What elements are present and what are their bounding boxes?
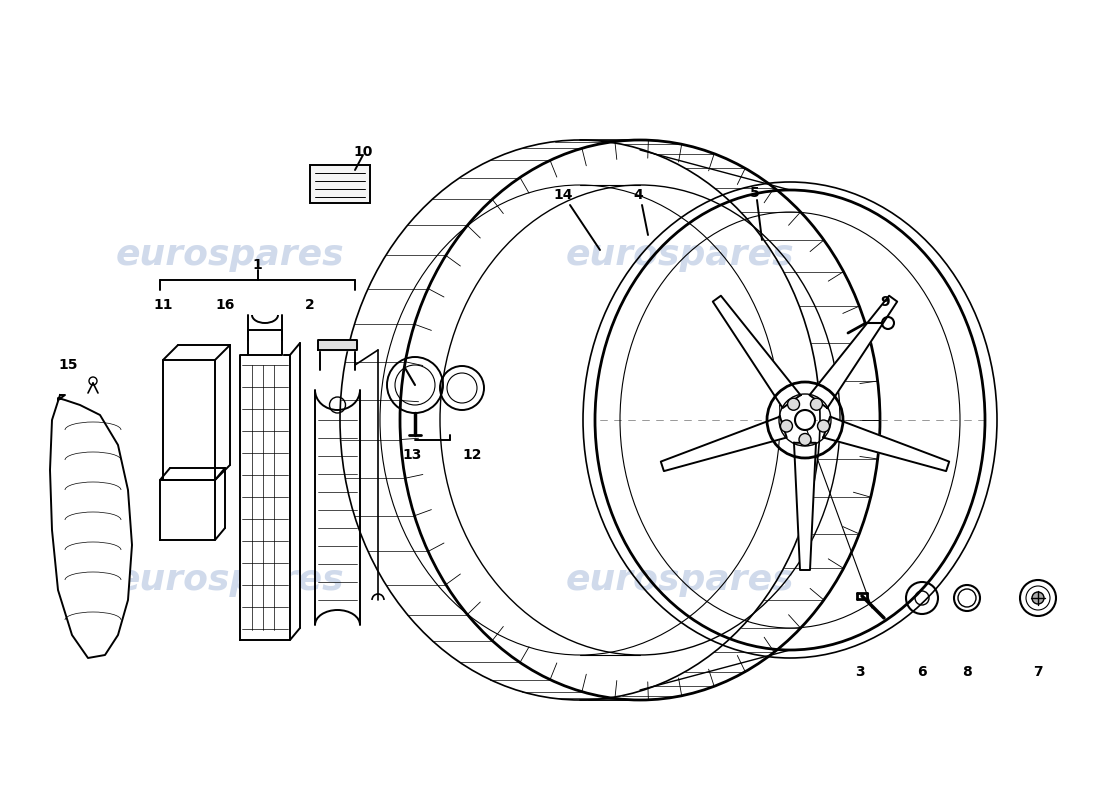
Text: 6: 6 — [917, 665, 927, 679]
Text: 9: 9 — [880, 295, 890, 309]
Polygon shape — [160, 480, 215, 540]
Polygon shape — [794, 443, 816, 570]
Text: 16: 16 — [216, 298, 234, 312]
Text: 10: 10 — [353, 145, 373, 159]
Text: 13: 13 — [403, 448, 421, 462]
FancyBboxPatch shape — [310, 165, 370, 203]
Circle shape — [799, 434, 811, 446]
Text: 11: 11 — [153, 298, 173, 312]
Circle shape — [811, 398, 823, 410]
Circle shape — [781, 420, 792, 432]
Circle shape — [817, 420, 829, 432]
Text: 12: 12 — [462, 448, 482, 462]
Polygon shape — [240, 355, 290, 640]
Text: eurospares: eurospares — [565, 563, 794, 597]
Text: 8: 8 — [962, 665, 972, 679]
Polygon shape — [810, 296, 898, 408]
Polygon shape — [661, 417, 786, 471]
Text: 7: 7 — [1033, 665, 1043, 679]
Polygon shape — [163, 360, 214, 480]
Polygon shape — [50, 395, 132, 658]
Text: 4: 4 — [634, 188, 642, 202]
Text: 2: 2 — [305, 298, 315, 312]
Text: eurospares: eurospares — [116, 238, 344, 272]
Circle shape — [788, 398, 800, 410]
Text: eurospares: eurospares — [116, 563, 344, 597]
Text: 1: 1 — [253, 258, 263, 272]
Polygon shape — [318, 340, 358, 350]
Text: 14: 14 — [553, 188, 573, 202]
Circle shape — [1032, 592, 1044, 604]
Polygon shape — [823, 417, 949, 471]
Text: eurospares: eurospares — [565, 238, 794, 272]
Polygon shape — [248, 330, 282, 355]
Polygon shape — [713, 296, 801, 408]
Text: 3: 3 — [855, 665, 865, 679]
Text: 5: 5 — [750, 186, 760, 200]
Text: 15: 15 — [58, 358, 78, 372]
Circle shape — [795, 410, 815, 430]
